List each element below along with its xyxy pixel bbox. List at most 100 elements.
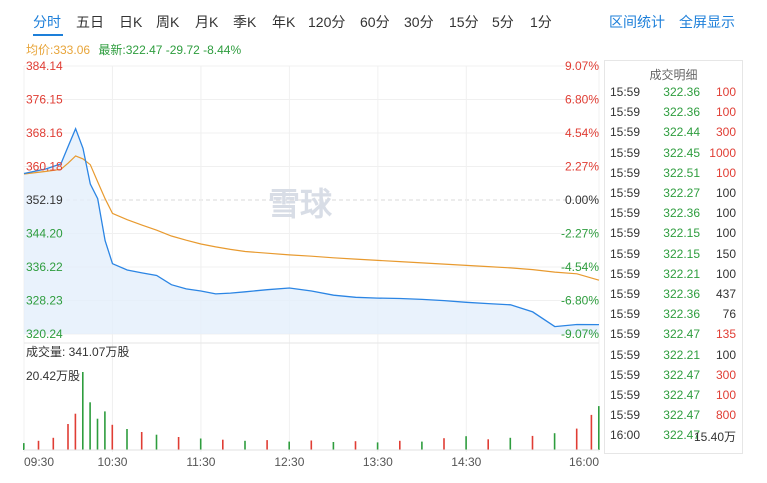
volume-bar [37, 440, 40, 450]
trade-time: 15:59 [610, 145, 641, 160]
trade-volume: 100 [715, 186, 736, 200]
volume-bar [52, 437, 55, 450]
tab-4[interactable]: 月K [195, 14, 219, 30]
tab-12[interactable]: 1分 [530, 14, 552, 30]
trade-time: 15:59 [610, 388, 641, 402]
last-price: 最新:322.47 -29.72 -8.44% [98, 43, 242, 57]
volume-bar [509, 437, 512, 450]
percent-axis-label: 4.54% [565, 126, 599, 140]
trade-price: 322.44 [663, 125, 700, 140]
tab-9[interactable]: 30分 [404, 14, 434, 30]
price-axis-label: 384.14 [26, 59, 63, 73]
tab-2[interactable]: 日K [119, 14, 143, 30]
percent-axis-label: 0.00% [565, 193, 599, 207]
trade-price: 322.36 [663, 85, 700, 99]
price-summary: 均价:333.06 最新:322.47 -29.72 -8.44% [26, 41, 241, 58]
tab-5[interactable]: 季K [233, 14, 257, 30]
volume-bar [74, 413, 77, 450]
trade-time: 15:59 [610, 105, 641, 120]
tab-1[interactable]: 五日 [76, 14, 104, 30]
volume-bar [575, 428, 578, 450]
trade-time: 15:59 [610, 165, 641, 180]
trade-price: 322.21 [663, 266, 700, 281]
trade-price: 322.47 [663, 367, 700, 382]
trade-volume: 15.40万 [693, 430, 736, 445]
price-axis-label: 360.18 [26, 160, 63, 174]
volume-bar [155, 434, 158, 450]
volume-bar [140, 432, 143, 450]
interval-stats-button[interactable]: 区间统计 [609, 14, 665, 30]
tab-7[interactable]: 120分 [308, 14, 346, 30]
tab-0[interactable]: 分时 [33, 14, 61, 30]
trade-volume: 100 [715, 226, 736, 241]
tab-10[interactable]: 15分 [449, 14, 479, 30]
percent-axis-label: 9.07% [565, 59, 599, 73]
volume-bar [598, 406, 600, 450]
volume-bar [111, 424, 114, 450]
trade-row: 15:59 322.15 100 [605, 226, 742, 246]
trade-row: 15:59 322.21 100 [605, 348, 742, 368]
price-line [23, 126, 600, 328]
time-axis-label: 13:30 [363, 455, 393, 469]
tab-3[interactable]: 周K [156, 14, 180, 30]
tab-11[interactable]: 5分 [492, 14, 514, 30]
trade-price: 322.36 [663, 206, 700, 221]
percent-axis-label: -6.80% [561, 294, 599, 308]
percent-axis-label: -9.07% [561, 327, 599, 341]
trade-price: 322.36 [663, 287, 700, 301]
volume-bar [553, 433, 556, 450]
trade-price: 322.27 [663, 186, 700, 200]
trade-price: 322.21 [663, 347, 700, 362]
volume-bar [23, 443, 25, 450]
trade-row: 15:59 322.36 437 [605, 287, 742, 307]
volume-bar [288, 441, 290, 450]
volume-bar [89, 402, 91, 450]
price-axis-label: 376.15 [26, 93, 63, 107]
volume-bar [199, 438, 202, 450]
volume-bar [399, 440, 401, 450]
trade-time: 15:59 [610, 367, 641, 382]
tab-6[interactable]: 年K [272, 14, 296, 30]
active-tab-underline [33, 34, 63, 36]
trade-price: 322.51 [663, 165, 700, 180]
volume-bar [266, 440, 268, 450]
volume-bar [590, 414, 593, 450]
trade-volume: 100 [715, 206, 736, 221]
trade-price: 322.47 [663, 388, 700, 402]
trade-time: 15:59 [610, 347, 641, 362]
volume-bar [376, 442, 379, 450]
trade-price: 322.47 [663, 428, 700, 443]
trade-time: 15:59 [610, 266, 641, 281]
trade-volume: 100 [715, 388, 736, 402]
trade-time: 15:59 [610, 246, 641, 261]
trade-details-title: 成交明细 [649, 68, 698, 82]
volume-bar [67, 424, 69, 450]
trade-price: 322.15 [663, 226, 700, 241]
trade-row: 15:59 322.44 300 [605, 125, 742, 145]
fullscreen-button[interactable]: 全屏显示 [679, 14, 735, 30]
time-axis-label: 12:30 [274, 455, 304, 469]
trade-row: 15:59 322.36 100 [605, 105, 742, 125]
intraday-chart[interactable]: 雪球 384.14 376.15 368.16 360.18 352.19 344.20 33… [0, 52, 604, 483]
trade-row: 15:59 322.36 76 [605, 307, 742, 327]
trade-row: 15:59 322.47 135 [605, 327, 742, 347]
volume-bar [104, 411, 106, 450]
percent-axis-label: 6.80% [565, 93, 599, 107]
volume-bar [177, 437, 180, 450]
volume-bar [465, 436, 467, 450]
trade-price: 322.45 [663, 145, 700, 160]
trade-time: 15:59 [610, 85, 641, 99]
trade-row: 15:59 322.36 100 [605, 85, 742, 105]
volume-bar [354, 441, 357, 450]
trade-price: 322.36 [663, 307, 700, 322]
trade-volume: 100 [715, 347, 736, 362]
trade-row: 15:59 322.47 100 [605, 388, 742, 408]
volume-axis-max: 20.42万股 [26, 369, 80, 383]
volume-bar [222, 439, 224, 450]
trade-volume: 135 [715, 327, 736, 342]
trade-price: 322.36 [663, 105, 700, 120]
tab-8[interactable]: 60分 [360, 14, 390, 30]
trade-row: 15:59 322.15 150 [605, 247, 742, 267]
percent-axis-label: -2.27% [561, 227, 599, 241]
price-axis-label: 368.16 [26, 126, 63, 140]
